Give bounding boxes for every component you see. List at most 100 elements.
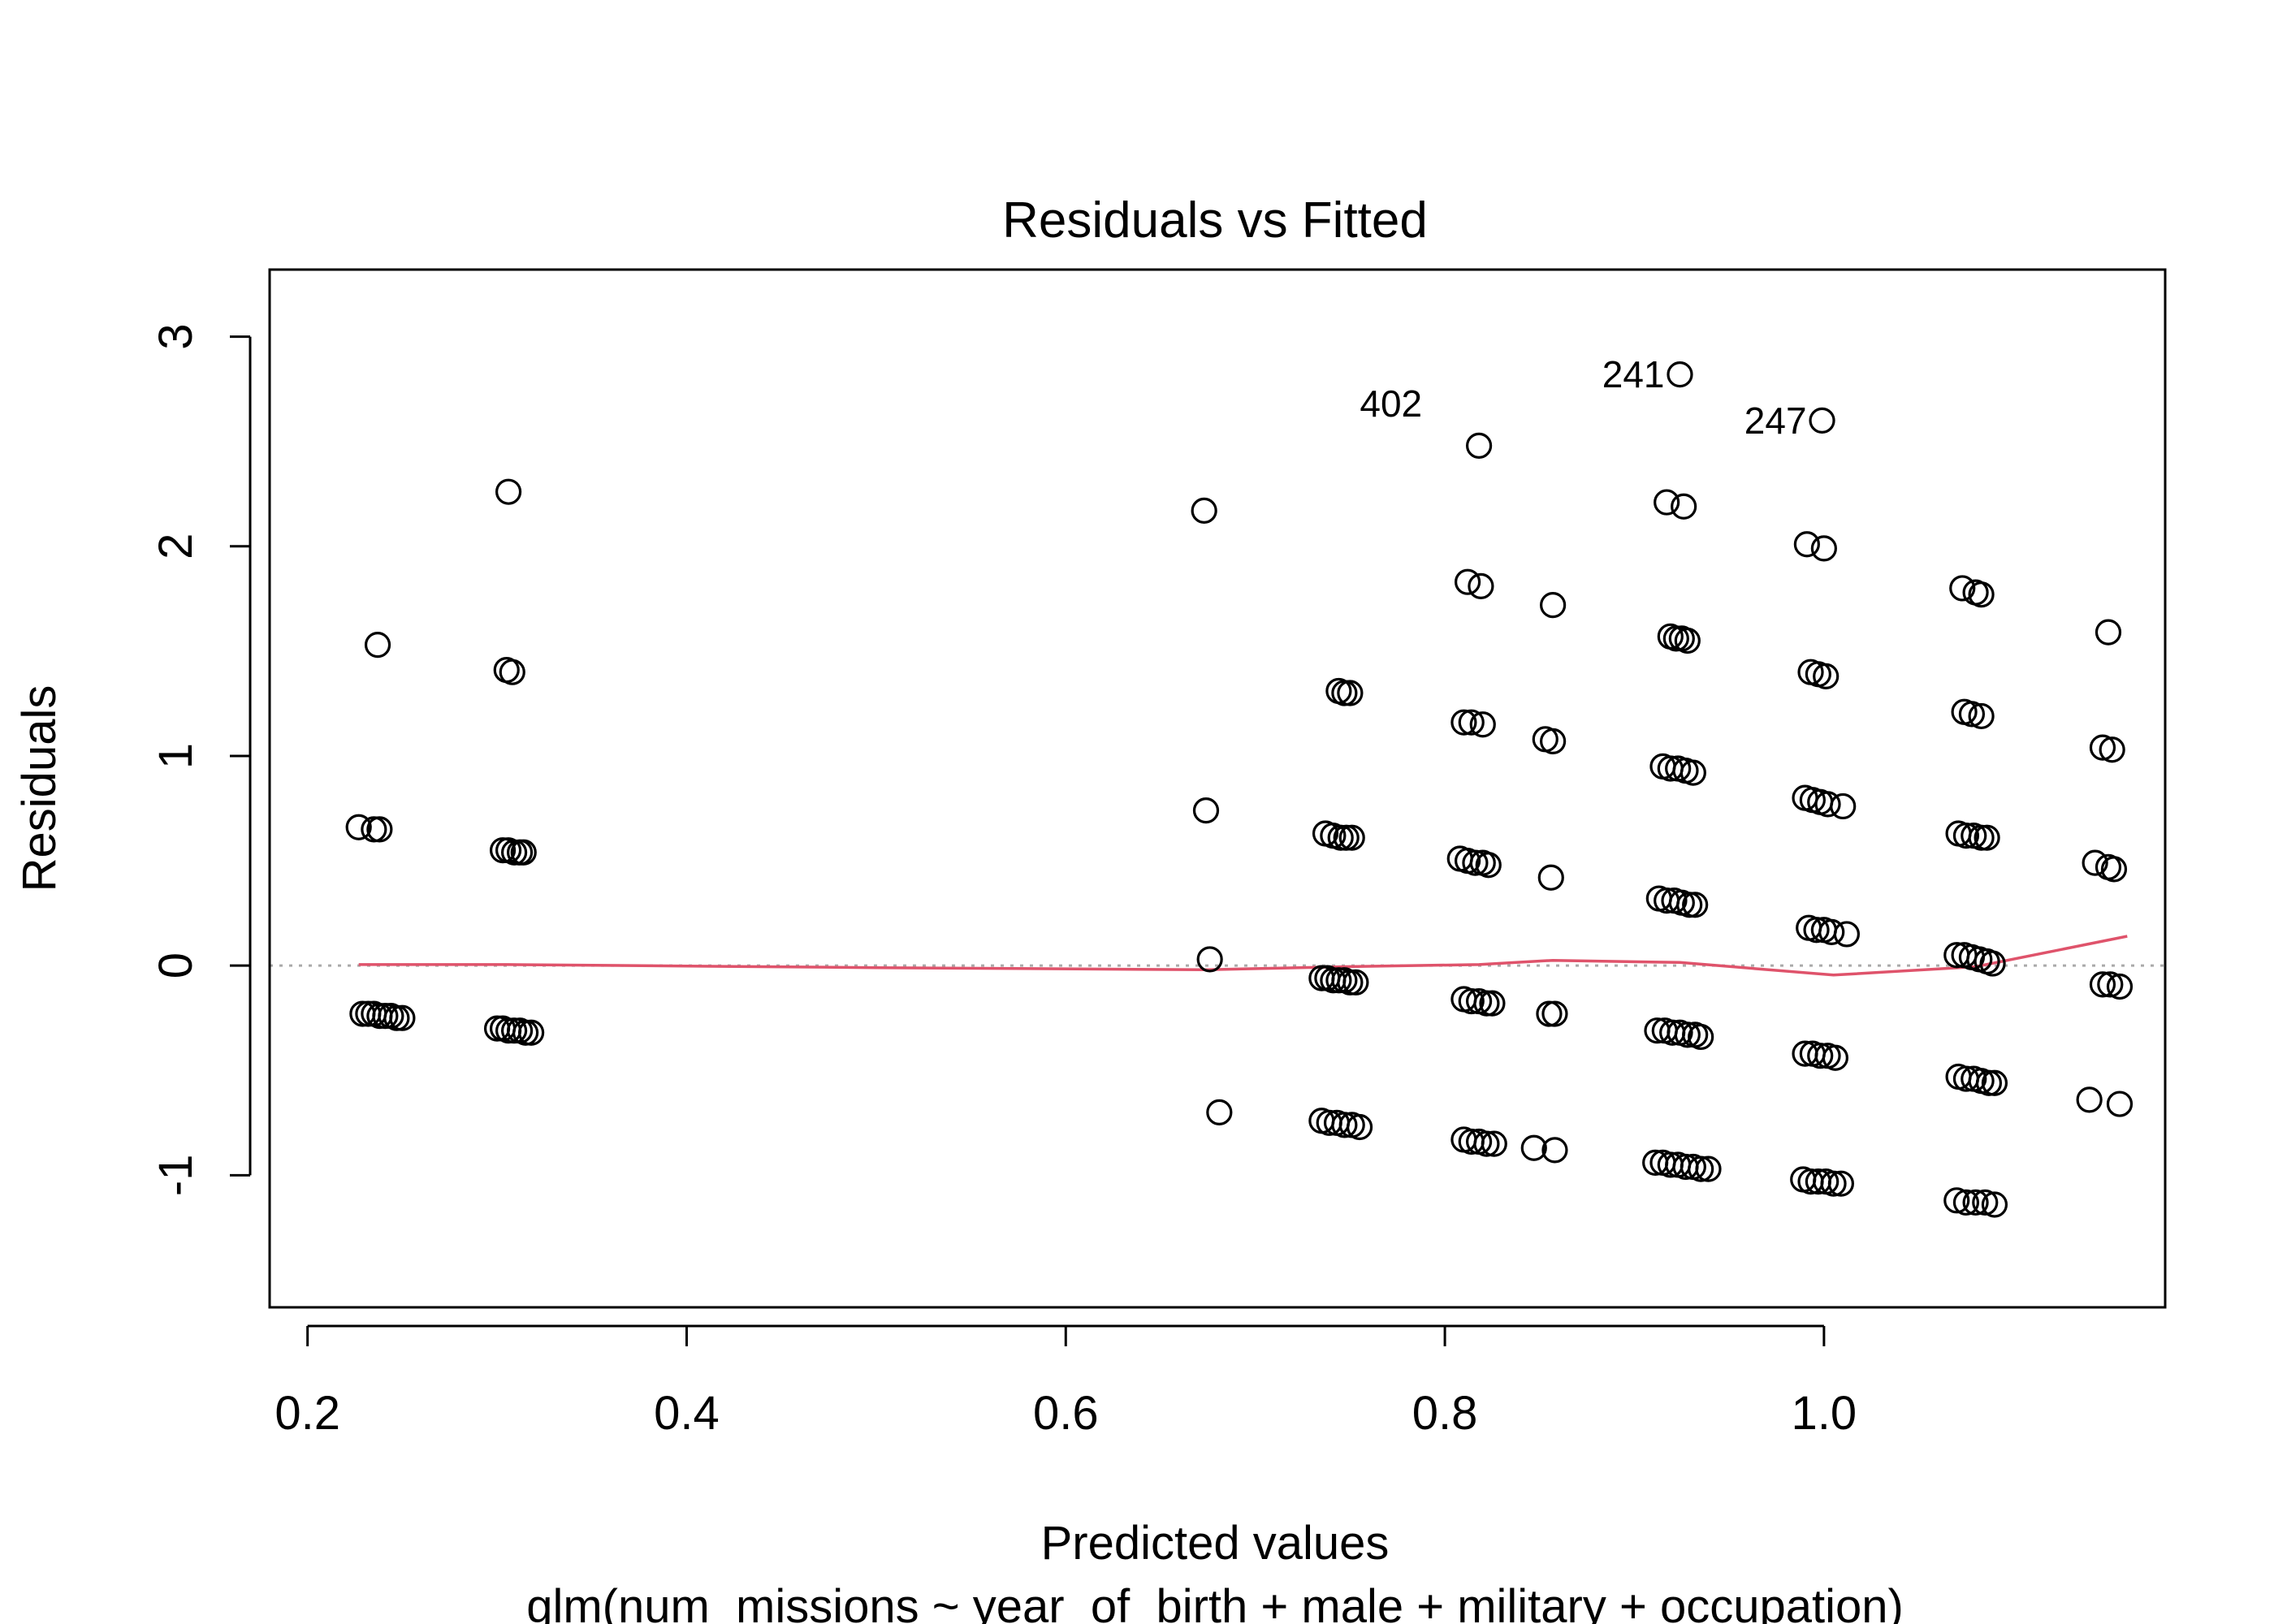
residual-point xyxy=(1688,1023,1714,1051)
residual-point xyxy=(1981,1069,2008,1096)
residual-point xyxy=(1191,497,1217,525)
residual-point xyxy=(1981,1191,2008,1218)
residual-point xyxy=(1688,1155,1714,1182)
x-tick-label: 0.4 xyxy=(654,1387,720,1440)
residual-point xyxy=(1465,432,1493,459)
residual-point xyxy=(1803,917,1830,944)
residual-point xyxy=(1331,680,1358,706)
residual-point xyxy=(1972,1189,1999,1216)
residual-point xyxy=(345,814,372,840)
residual-point xyxy=(1968,824,1995,851)
residual-point xyxy=(1974,824,2000,851)
residual-point xyxy=(1793,531,1820,558)
residual-points-layer xyxy=(345,361,2133,1218)
residual-point xyxy=(2097,971,2124,998)
residual-point xyxy=(1962,1189,1989,1216)
residual-point xyxy=(512,1019,539,1046)
residual-point xyxy=(517,1019,545,1046)
residual-point xyxy=(1327,824,1354,851)
residual-point xyxy=(1949,575,1976,602)
point-annotations-layer: 402 241 247 xyxy=(1360,353,1806,442)
residual-point xyxy=(2106,1091,2133,1117)
point-annotation-label: 241 xyxy=(1602,353,1665,395)
residual-point xyxy=(1830,793,1857,820)
residual-point xyxy=(1338,824,1365,851)
residual-point xyxy=(495,478,522,505)
residual-point xyxy=(1818,918,1845,945)
residual-point xyxy=(500,1017,528,1044)
residual-point xyxy=(1682,892,1709,918)
residual-point xyxy=(489,837,517,864)
x-tick-label: 0.8 xyxy=(1412,1387,1478,1440)
y-axis: -1 0 1 2 3 xyxy=(149,323,252,1197)
y-axis-label: Residuals xyxy=(13,685,66,892)
residual-point xyxy=(1479,990,1506,1017)
x-tick-label: 1.0 xyxy=(1792,1387,1857,1440)
residual-point xyxy=(1952,822,1980,849)
residual-point xyxy=(1662,625,1689,652)
residual-point xyxy=(1473,1130,1500,1157)
residual-point xyxy=(361,816,387,843)
residual-point xyxy=(1695,1155,1722,1182)
y-tick-label: -1 xyxy=(149,1155,202,1197)
residual-point xyxy=(1458,987,1485,1015)
residual-point xyxy=(499,659,525,685)
residual-point xyxy=(372,1003,399,1030)
residual-point xyxy=(1468,572,1494,599)
residual-point xyxy=(1952,1189,1980,1216)
point-annotation-label: 402 xyxy=(1360,382,1422,425)
residual-point xyxy=(1450,709,1477,736)
residual-point xyxy=(2076,1086,2103,1113)
residual-point xyxy=(1337,680,1364,706)
residual-point xyxy=(2089,734,2116,761)
residual-point xyxy=(1206,1099,1233,1125)
residual-point xyxy=(1536,1000,1563,1027)
residual-point xyxy=(1541,1137,1568,1164)
smooth-trend-line xyxy=(358,935,2128,977)
residual-point xyxy=(1822,1044,1848,1071)
residual-point xyxy=(2100,856,2128,883)
y-tick-label: 2 xyxy=(149,533,202,559)
x-tick-label: 0.2 xyxy=(275,1387,340,1440)
residual-point xyxy=(1333,824,1360,851)
residual-point xyxy=(389,1004,416,1031)
residual-point xyxy=(2106,973,2133,1000)
residual-point xyxy=(1481,1130,1507,1157)
residual-point xyxy=(1342,969,1369,996)
residual-point xyxy=(2095,619,2122,646)
point-annotation-label: 247 xyxy=(1744,400,1807,442)
residual-point xyxy=(1671,493,1697,520)
residual-point xyxy=(1809,407,1835,434)
x-axis: 0.2 0.4 0.6 0.8 1.0 xyxy=(275,1324,1857,1440)
residual-point xyxy=(1346,1113,1373,1141)
residual-point xyxy=(510,839,537,866)
residual-point xyxy=(1325,967,1352,994)
y-tick-label: 0 xyxy=(149,952,202,978)
residual-point xyxy=(1337,969,1364,996)
residual-point xyxy=(1454,568,1481,595)
residual-point xyxy=(1958,701,1986,728)
residual-point xyxy=(1475,852,1502,879)
residual-point xyxy=(2089,971,2116,998)
plot-frame xyxy=(268,268,2167,1309)
model-formula-label: glm(num_missions ~ year_of_birth + male … xyxy=(526,1580,1904,1624)
residual-point xyxy=(2082,849,2108,876)
residual-point xyxy=(500,839,528,866)
residual-point xyxy=(383,1004,410,1031)
residual-point xyxy=(1196,946,1223,973)
residual-point xyxy=(1540,728,1567,755)
residual-point xyxy=(1820,1170,1847,1197)
residual-point xyxy=(1192,797,1220,824)
residual-point xyxy=(1541,1000,1568,1027)
residual-point xyxy=(1520,1134,1547,1161)
y-tick-label: 3 xyxy=(149,323,202,349)
residual-point xyxy=(1968,581,1995,608)
residual-point xyxy=(1975,1069,2003,1096)
residual-point xyxy=(1674,1021,1701,1048)
y-tick-label: 1 xyxy=(149,743,202,769)
smooth-line-layer xyxy=(358,935,2128,977)
residual-point xyxy=(1814,791,1841,818)
residual-point xyxy=(1943,1187,1970,1214)
residual-point xyxy=(1458,709,1485,736)
